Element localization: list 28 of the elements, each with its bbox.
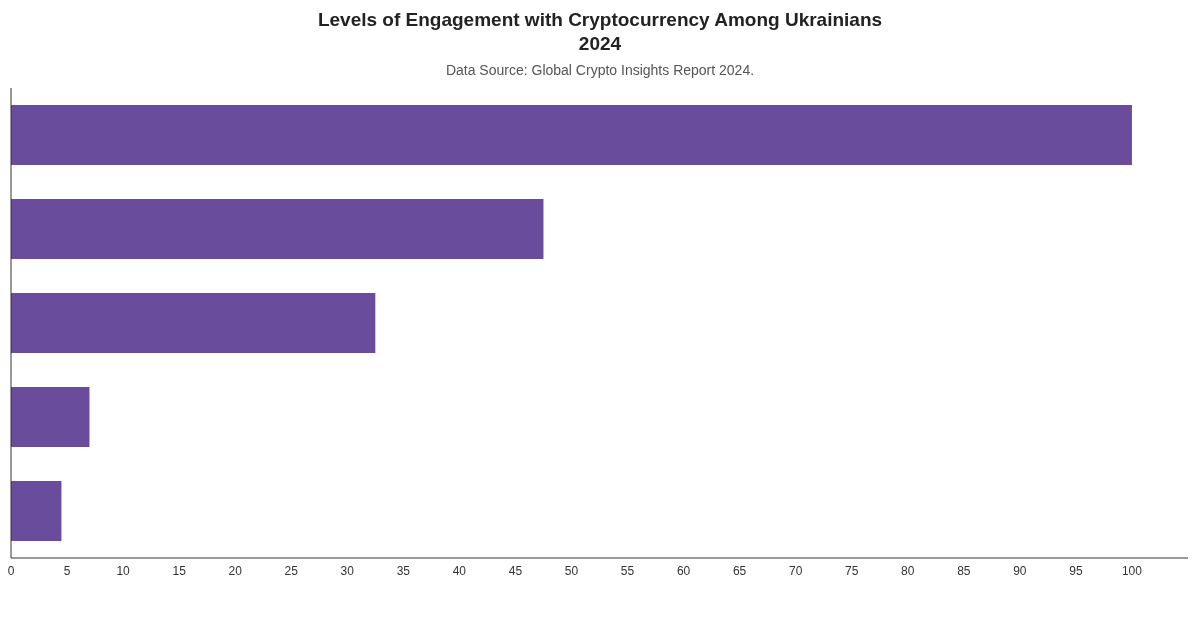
x-tick-label: 40 <box>452 563 467 578</box>
bar <box>11 387 90 447</box>
x-tick-label: 15 <box>172 563 187 578</box>
x-tick-label: 60 <box>676 563 691 578</box>
bar <box>11 481 62 541</box>
x-tick-label: 90 <box>1013 563 1027 578</box>
bar <box>11 199 544 259</box>
x-tick-label: 20 <box>228 563 243 578</box>
x-tick-label: 85 <box>957 563 971 578</box>
x-tick-label: 55 <box>620 563 635 578</box>
x-tick-label: 75 <box>845 563 859 578</box>
x-tick-label: 95 <box>1069 563 1083 578</box>
x-tick-label: 50 <box>564 563 579 578</box>
chart-title: Levels of Engagement with Cryptocurrency Among Ukrainians 2024 <box>316 8 884 56</box>
x-tick-label: 5 <box>63 563 71 578</box>
x-tick-label: 45 <box>508 563 523 578</box>
x-tick-label: 25 <box>284 563 299 578</box>
x-tick-label: 35 <box>396 563 411 578</box>
x-tick-label: 100 <box>1121 563 1143 578</box>
x-tick-label: 65 <box>732 563 747 578</box>
x-tick-label: 70 <box>788 563 803 578</box>
bar <box>11 293 376 353</box>
bar <box>11 105 1132 165</box>
x-tick-label: 0 <box>7 563 15 578</box>
x-tick-label: 30 <box>340 563 355 578</box>
chart-subtitle: Data Source: Global Crypto Insights Report 2024. <box>444 62 756 78</box>
x-tick-label: 80 <box>901 563 915 578</box>
x-tick-label: 10 <box>116 563 131 578</box>
